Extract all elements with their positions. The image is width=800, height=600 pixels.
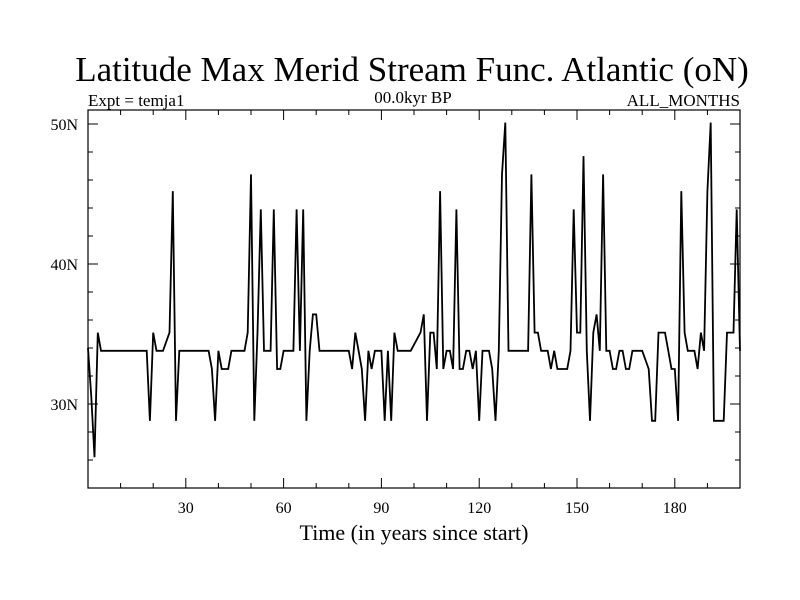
axis-tick-labels: 30 60 90 120 150 180 30N 40N 50N	[50, 117, 686, 517]
x-tick-label: 150	[565, 500, 589, 517]
x-axis-label: Time (in years since start)	[300, 520, 529, 545]
chart-title: Latitude Max Merid Stream Func. Atlantic…	[75, 50, 749, 89]
y-tick-label: 50N	[50, 117, 78, 134]
axis-ticks	[88, 110, 740, 488]
x-tick-label: 30	[178, 500, 194, 517]
chart-subtitle-center: 00.0kyr BP	[374, 88, 451, 107]
x-tick-label: 60	[276, 500, 292, 517]
chart-subtitle-left: Expt = temja1	[88, 91, 184, 110]
x-tick-label: 90	[373, 500, 389, 517]
y-tick-label: 30N	[50, 397, 78, 414]
y-tick-label: 40N	[50, 257, 78, 274]
series-group	[87, 122, 741, 458]
x-tick-label: 120	[467, 500, 491, 517]
series-line	[87, 122, 741, 458]
plot-frame	[87, 109, 741, 489]
chart-subtitle-right: ALL_MONTHS	[627, 91, 740, 110]
x-tick-label: 180	[663, 500, 687, 517]
